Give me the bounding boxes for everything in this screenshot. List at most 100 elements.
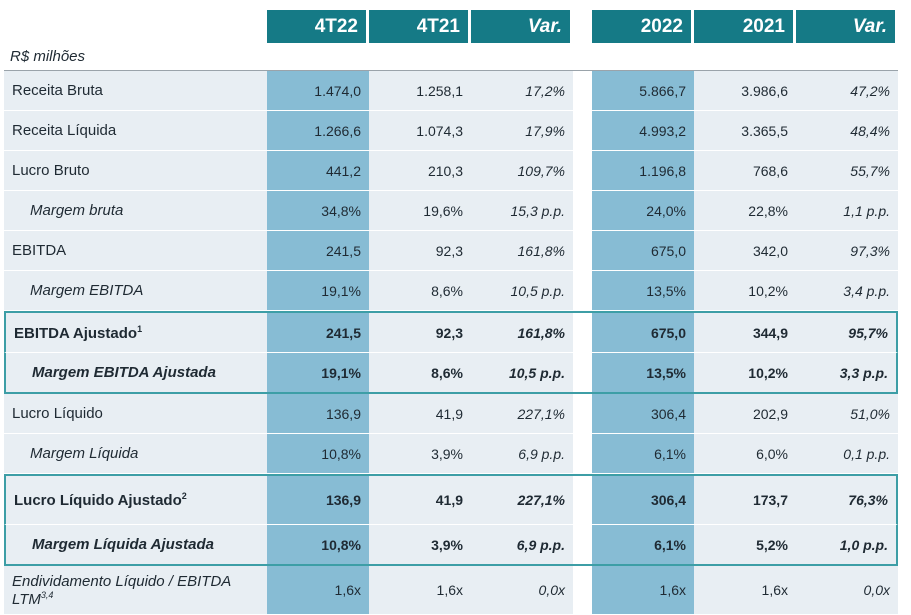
row-label: Margem EBITDA Ajustada: [4, 353, 267, 394]
table-cell: 202,9: [694, 394, 796, 434]
table-cell: 8,6%: [369, 271, 471, 311]
header-2021: 2021: [694, 10, 796, 43]
table-cell: 6,9 p.p.: [471, 525, 573, 566]
table-cell: 48,4%: [796, 111, 898, 151]
header-row: 4T22 4T21 Var. 2022 2021 Var.: [4, 10, 898, 43]
table-row: EBITDA Ajustado1 241,5 92,3 161,8% 675,0 344,…: [4, 311, 898, 353]
table-cell: 5,2%: [694, 525, 796, 566]
table-cell: 6,1%: [592, 525, 694, 566]
table-cell: 10,5 p.p.: [471, 271, 573, 311]
table-cell: 22,8%: [694, 191, 796, 231]
table-cell: 6,1%: [592, 434, 694, 474]
header-4t22: 4T22: [267, 10, 369, 43]
table-cell: 17,2%: [471, 71, 573, 111]
table-cell: 13,5%: [592, 271, 694, 311]
table-cell: 675,0: [592, 311, 694, 353]
table-cell: 768,6: [694, 151, 796, 191]
column-gap: [573, 394, 592, 434]
column-gap: [573, 151, 592, 191]
header-var-quarter: Var.: [471, 10, 573, 43]
column-gap: [573, 231, 592, 271]
table-cell: 1,6x: [267, 566, 369, 615]
table-cell: 1.474,0: [267, 71, 369, 111]
table-cell: 10,8%: [267, 434, 369, 474]
table-cell: 1,1 p.p.: [796, 191, 898, 231]
table-cell: 136,9: [267, 474, 369, 525]
row-label-text: Lucro Bruto: [12, 162, 90, 179]
table-cell: 161,8%: [471, 311, 573, 353]
table-cell: 51,0%: [796, 394, 898, 434]
row-label: Margem Líquida Ajustada: [4, 525, 267, 566]
table-cell: 92,3: [369, 231, 471, 271]
table-row: Margem Líquida 10,8% 3,9% 6,9 p.p. 6,1% 6,0% 0…: [4, 434, 898, 474]
column-gap: [573, 111, 592, 151]
table-cell: 1,6x: [592, 566, 694, 615]
row-label-text: Margem EBITDA: [30, 282, 144, 299]
table-cell: 3.986,6: [694, 71, 796, 111]
unit-label: R$ milhões: [4, 43, 898, 71]
table-cell: 1.258,1: [369, 71, 471, 111]
row-label-text: Endividamento Líquido / EBITDA LTM: [12, 572, 231, 608]
table-row: Lucro Bruto 441,2 210,3 109,7% 1.196,8 768,6 5…: [4, 151, 898, 191]
column-gap: [573, 271, 592, 311]
table-cell: 0,0x: [796, 566, 898, 615]
table-cell: 1.266,6: [267, 111, 369, 151]
header-2022: 2022: [592, 10, 694, 43]
table-cell: 210,3: [369, 151, 471, 191]
footnote-marker: 2: [181, 491, 187, 501]
table-cell: 3,9%: [369, 525, 471, 566]
table-cell: 241,5: [267, 231, 369, 271]
row-label: EBITDA: [4, 231, 267, 271]
row-label: Lucro Líquido: [4, 394, 267, 434]
table-row: Margem EBITDA 19,1% 8,6% 10,5 p.p. 13,5% 10,2…: [4, 271, 898, 311]
row-label-text: Margem EBITDA Ajustada: [32, 364, 216, 381]
table-cell: 92,3: [369, 311, 471, 353]
table-cell: 10,8%: [267, 525, 369, 566]
table-cell: 55,7%: [796, 151, 898, 191]
header-blank: [4, 10, 267, 43]
table-cell: 6,9 p.p.: [471, 434, 573, 474]
row-label: Endividamento Líquido / EBITDA LTM3,4: [4, 566, 267, 615]
financial-table: 4T22 4T21 Var. 2022 2021 Var. R$ milhões…: [4, 10, 898, 615]
table-cell: 95,7%: [796, 311, 898, 353]
footnote-marker: 3,4: [40, 589, 54, 600]
table-cell: 306,4: [592, 474, 694, 525]
table-cell: 10,2%: [694, 271, 796, 311]
table-cell: 10,5 p.p.: [471, 353, 573, 394]
table-cell: 41,9: [369, 474, 471, 525]
table-cell: 47,2%: [796, 71, 898, 111]
table-cell: 306,4: [592, 394, 694, 434]
table-cell: 4.993,2: [592, 111, 694, 151]
table-cell: 1.196,8: [592, 151, 694, 191]
column-gap: [573, 525, 592, 566]
row-label: Receita Bruta: [4, 71, 267, 111]
table-row: Receita Líquida 1.266,6 1.074,3 17,9% 4.993,…: [4, 111, 898, 151]
table-row: Margem bruta 34,8% 19,6% 15,3 p.p. 24,0% 22,8…: [4, 191, 898, 231]
table-row: EBITDA 241,5 92,3 161,8% 675,0 342,0 97,3%: [4, 231, 898, 271]
table-cell: 109,7%: [471, 151, 573, 191]
row-label-text: Lucro Líquido Ajustado: [14, 492, 182, 509]
table-cell: 241,5: [267, 311, 369, 353]
column-gap: [573, 434, 592, 474]
row-label-text: Receita Bruta: [12, 82, 103, 99]
column-gap: [573, 353, 592, 394]
header-var-year: Var.: [796, 10, 898, 43]
column-gap: [573, 191, 592, 231]
row-label: Margem EBITDA: [4, 271, 267, 311]
table-cell: 342,0: [694, 231, 796, 271]
row-label-text: Margem Líquida Ajustada: [32, 536, 214, 553]
table-cell: 3,4 p.p.: [796, 271, 898, 311]
row-label-text: EBITDA Ajustado: [14, 324, 138, 342]
row-label: Lucro Bruto: [4, 151, 267, 191]
table-cell: 0,0x: [471, 566, 573, 615]
table-cell: 675,0: [592, 231, 694, 271]
column-gap: [573, 566, 592, 615]
table-cell: 227,1%: [471, 394, 573, 434]
table-cell: 34,8%: [267, 191, 369, 231]
row-label: Margem Líquida: [4, 434, 267, 474]
table-cell: 17,9%: [471, 111, 573, 151]
row-label: Receita Líquida: [4, 111, 267, 151]
table-cell: 136,9: [267, 394, 369, 434]
row-label-text: Lucro Líquido: [12, 405, 103, 422]
row-label-text: Margem bruta: [30, 202, 124, 219]
